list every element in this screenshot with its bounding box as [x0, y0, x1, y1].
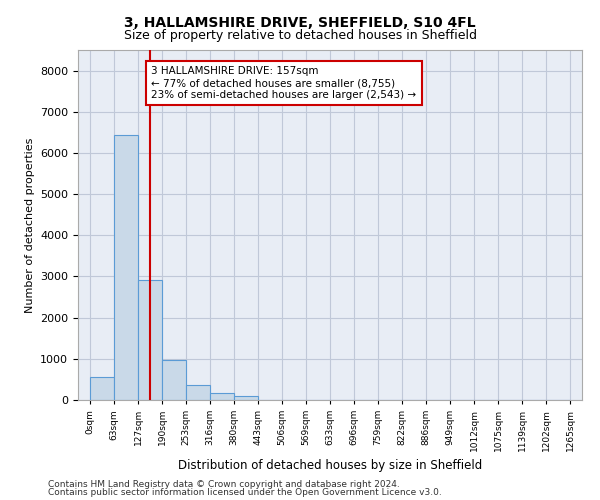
Bar: [162, 360, 186, 400]
Text: Contains HM Land Registry data © Crown copyright and database right 2024.: Contains HM Land Registry data © Crown c…: [48, 480, 400, 489]
Y-axis label: Number of detached properties: Number of detached properties: [25, 138, 35, 312]
Bar: [210, 393, 234, 400]
Bar: [90, 377, 114, 400]
Text: 3 HALLAMSHIRE DRIVE: 157sqm
← 77% of detached houses are smaller (8,755)
23% of : 3 HALLAMSHIRE DRIVE: 157sqm ← 77% of det…: [151, 66, 416, 100]
Bar: [186, 385, 210, 400]
Text: Size of property relative to detached houses in Sheffield: Size of property relative to detached ho…: [124, 28, 476, 42]
X-axis label: Distribution of detached houses by size in Sheffield: Distribution of detached houses by size …: [178, 460, 482, 472]
Bar: [138, 280, 162, 400]
Bar: [234, 396, 258, 400]
Text: Contains public sector information licensed under the Open Government Licence v3: Contains public sector information licen…: [48, 488, 442, 497]
Text: 3, HALLAMSHIRE DRIVE, SHEFFIELD, S10 4FL: 3, HALLAMSHIRE DRIVE, SHEFFIELD, S10 4FL: [124, 16, 476, 30]
Bar: [114, 135, 138, 400]
